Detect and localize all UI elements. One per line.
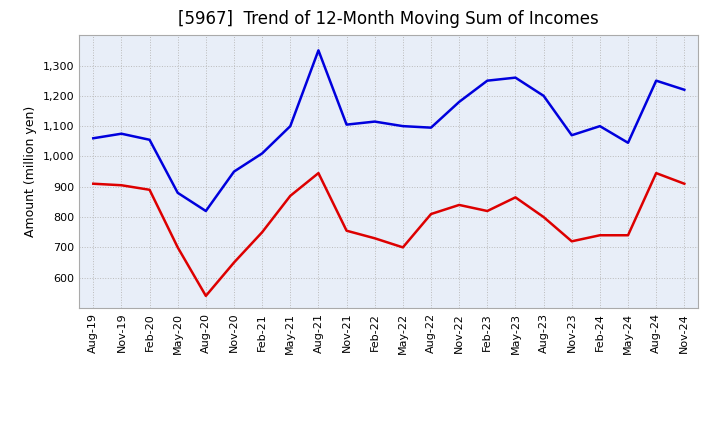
Ordinary Income — [567, 132, 576, 138]
Net Income — [89, 181, 98, 187]
Ordinary Income — [89, 136, 98, 141]
Net Income — [286, 193, 294, 198]
Net Income — [511, 195, 520, 200]
Ordinary Income — [286, 124, 294, 129]
Net Income — [652, 170, 660, 176]
Net Income — [145, 187, 154, 192]
Net Income — [427, 211, 436, 216]
Ordinary Income — [680, 87, 688, 92]
Net Income — [230, 260, 238, 265]
Title: [5967]  Trend of 12-Month Moving Sum of Incomes: [5967] Trend of 12-Month Moving Sum of I… — [179, 10, 599, 28]
Net Income — [539, 214, 548, 220]
Ordinary Income — [258, 151, 266, 156]
Net Income — [174, 245, 182, 250]
Ordinary Income — [455, 99, 464, 105]
Ordinary Income — [595, 124, 604, 129]
Net Income — [202, 293, 210, 298]
Net Income — [258, 230, 266, 235]
Ordinary Income — [174, 190, 182, 195]
Ordinary Income — [511, 75, 520, 80]
Net Income — [624, 233, 632, 238]
Net Income — [483, 209, 492, 214]
Ordinary Income — [652, 78, 660, 83]
Ordinary Income — [314, 48, 323, 53]
Net Income — [370, 236, 379, 241]
Net Income — [567, 238, 576, 244]
Ordinary Income — [202, 209, 210, 214]
Net Income — [117, 183, 126, 188]
Net Income — [399, 245, 408, 250]
Ordinary Income — [370, 119, 379, 124]
Net Income — [314, 170, 323, 176]
Ordinary Income — [427, 125, 436, 130]
Y-axis label: Amount (million yen): Amount (million yen) — [24, 106, 37, 237]
Ordinary Income — [539, 93, 548, 99]
Ordinary Income — [342, 122, 351, 127]
Ordinary Income — [145, 137, 154, 143]
Net Income — [680, 181, 688, 187]
Ordinary Income — [483, 78, 492, 83]
Ordinary Income — [117, 131, 126, 136]
Net Income — [455, 202, 464, 208]
Net Income — [342, 228, 351, 233]
Line: Net Income: Net Income — [94, 173, 684, 296]
Net Income — [595, 233, 604, 238]
Ordinary Income — [399, 124, 408, 129]
Ordinary Income — [624, 140, 632, 146]
Line: Ordinary Income: Ordinary Income — [94, 50, 684, 211]
Ordinary Income — [230, 169, 238, 174]
